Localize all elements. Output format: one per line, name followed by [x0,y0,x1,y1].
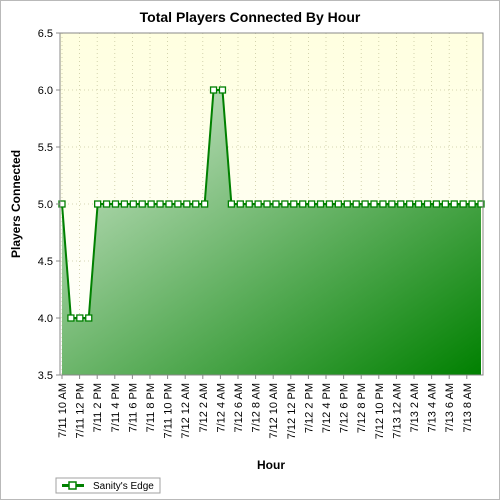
data-point [85,314,93,322]
data-point [432,200,441,208]
data-point [397,200,405,208]
x-tick-label: 7/11 4 PM [110,383,122,432]
legend: Sanity's Edge [55,477,161,494]
x-tick-label: 7/12 10 PM [374,383,386,439]
x-axis-title: Hour [257,458,285,472]
y-tick-label: 4.5 [38,256,53,268]
data-point [120,200,129,208]
x-tick-label: 7/12 6 AM [233,383,245,433]
data-point [343,200,351,208]
data-point [129,200,137,208]
data-point [370,200,378,208]
data-point [263,200,271,208]
x-tick-label: 7/13 8 AM [462,383,474,433]
data-point [200,200,209,208]
data-point [352,200,360,208]
x-tick-label: 7/11 8 PM [145,383,157,432]
data-point [406,200,414,208]
data-point [94,200,102,208]
y-tick-label: 6.0 [38,85,53,97]
data-point [245,200,253,208]
x-tick-label: 7/11 2 PM [92,383,104,432]
x-tick-label: 7/13 2 AM [409,383,421,433]
x-tick-label: 7/13 12 AM [391,383,403,439]
x-tick-label: 7/12 8 PM [356,383,368,433]
data-point [76,314,84,322]
series-markers [58,86,485,322]
data-point [209,86,218,94]
data-point [102,200,111,208]
data-point [477,200,485,208]
data-point [218,86,227,94]
data-point [254,200,262,208]
data-point [281,200,289,208]
x-tick-label: 7/12 6 PM [339,383,351,433]
x-tick-label: 7/11 12 PM [75,383,87,438]
x-tick-label: 7/12 8 AM [251,383,263,433]
legend-box [55,477,161,494]
x-tick-label: 7/12 12 AM [180,383,192,439]
data-point [414,200,423,208]
x-tick-label: 7/12 4 AM [215,383,227,433]
data-point [316,200,325,208]
y-axis-title: Players Connected [9,150,23,258]
x-tick-label: 7/12 2 PM [303,383,315,433]
data-point [227,200,236,208]
data-point [290,200,298,208]
data-point [388,200,396,208]
data-point [67,314,75,322]
x-tick-label: 7/11 10 PM [163,383,175,438]
data-point [192,200,200,208]
x-tick-label: 7/12 10 AM [268,383,280,439]
data-point [236,200,244,208]
x-tick-label: 7/12 2 AM [198,383,210,433]
legend-series-label: Sanity's Edge [93,481,154,492]
data-point [111,200,120,208]
data-point [138,200,146,208]
data-point [468,200,476,208]
x-tick-label: 7/12 4 PM [321,383,333,433]
y-tick-label: 3.5 [38,370,53,382]
data-point [307,200,316,208]
y-tick-label: 6.5 [38,28,53,40]
data-point [379,200,387,208]
data-point [299,200,307,208]
y-tick-label: 4.0 [38,313,53,325]
x-tick-label: 7/11 10 AM [57,383,69,438]
data-point [272,200,280,208]
data-point [183,200,191,208]
y-axis-ticks: 3.5 4.0 4.5 5.0 5.5 6.0 6.5 [38,28,60,382]
chart-title: Total Players Connected By Hour [140,9,361,25]
data-point [459,200,467,208]
x-tick-label: 7/13 4 AM [427,383,439,433]
data-point [423,200,432,208]
data-point [450,200,458,208]
y-tick-label: 5.0 [38,199,53,211]
data-point [156,200,164,208]
area-fill [62,90,481,375]
data-point [174,200,182,208]
data-point [441,200,449,208]
data-point [165,200,173,208]
x-axis-ticks: 7/11 10 AM 7/11 12 PM 7/11 2 PM 7/11 4 PM 7/… [57,375,474,439]
legend-series-marker [68,481,77,490]
data-point [147,200,155,208]
data-point [325,200,334,208]
data-point [361,200,369,208]
x-tick-label: 7/12 12 PM [286,383,298,439]
x-tick-label: 7/13 6 AM [444,383,456,433]
y-tick-label: 5.5 [38,142,53,154]
x-tick-label: 7/11 6 PM [127,383,139,432]
data-point [334,200,343,208]
